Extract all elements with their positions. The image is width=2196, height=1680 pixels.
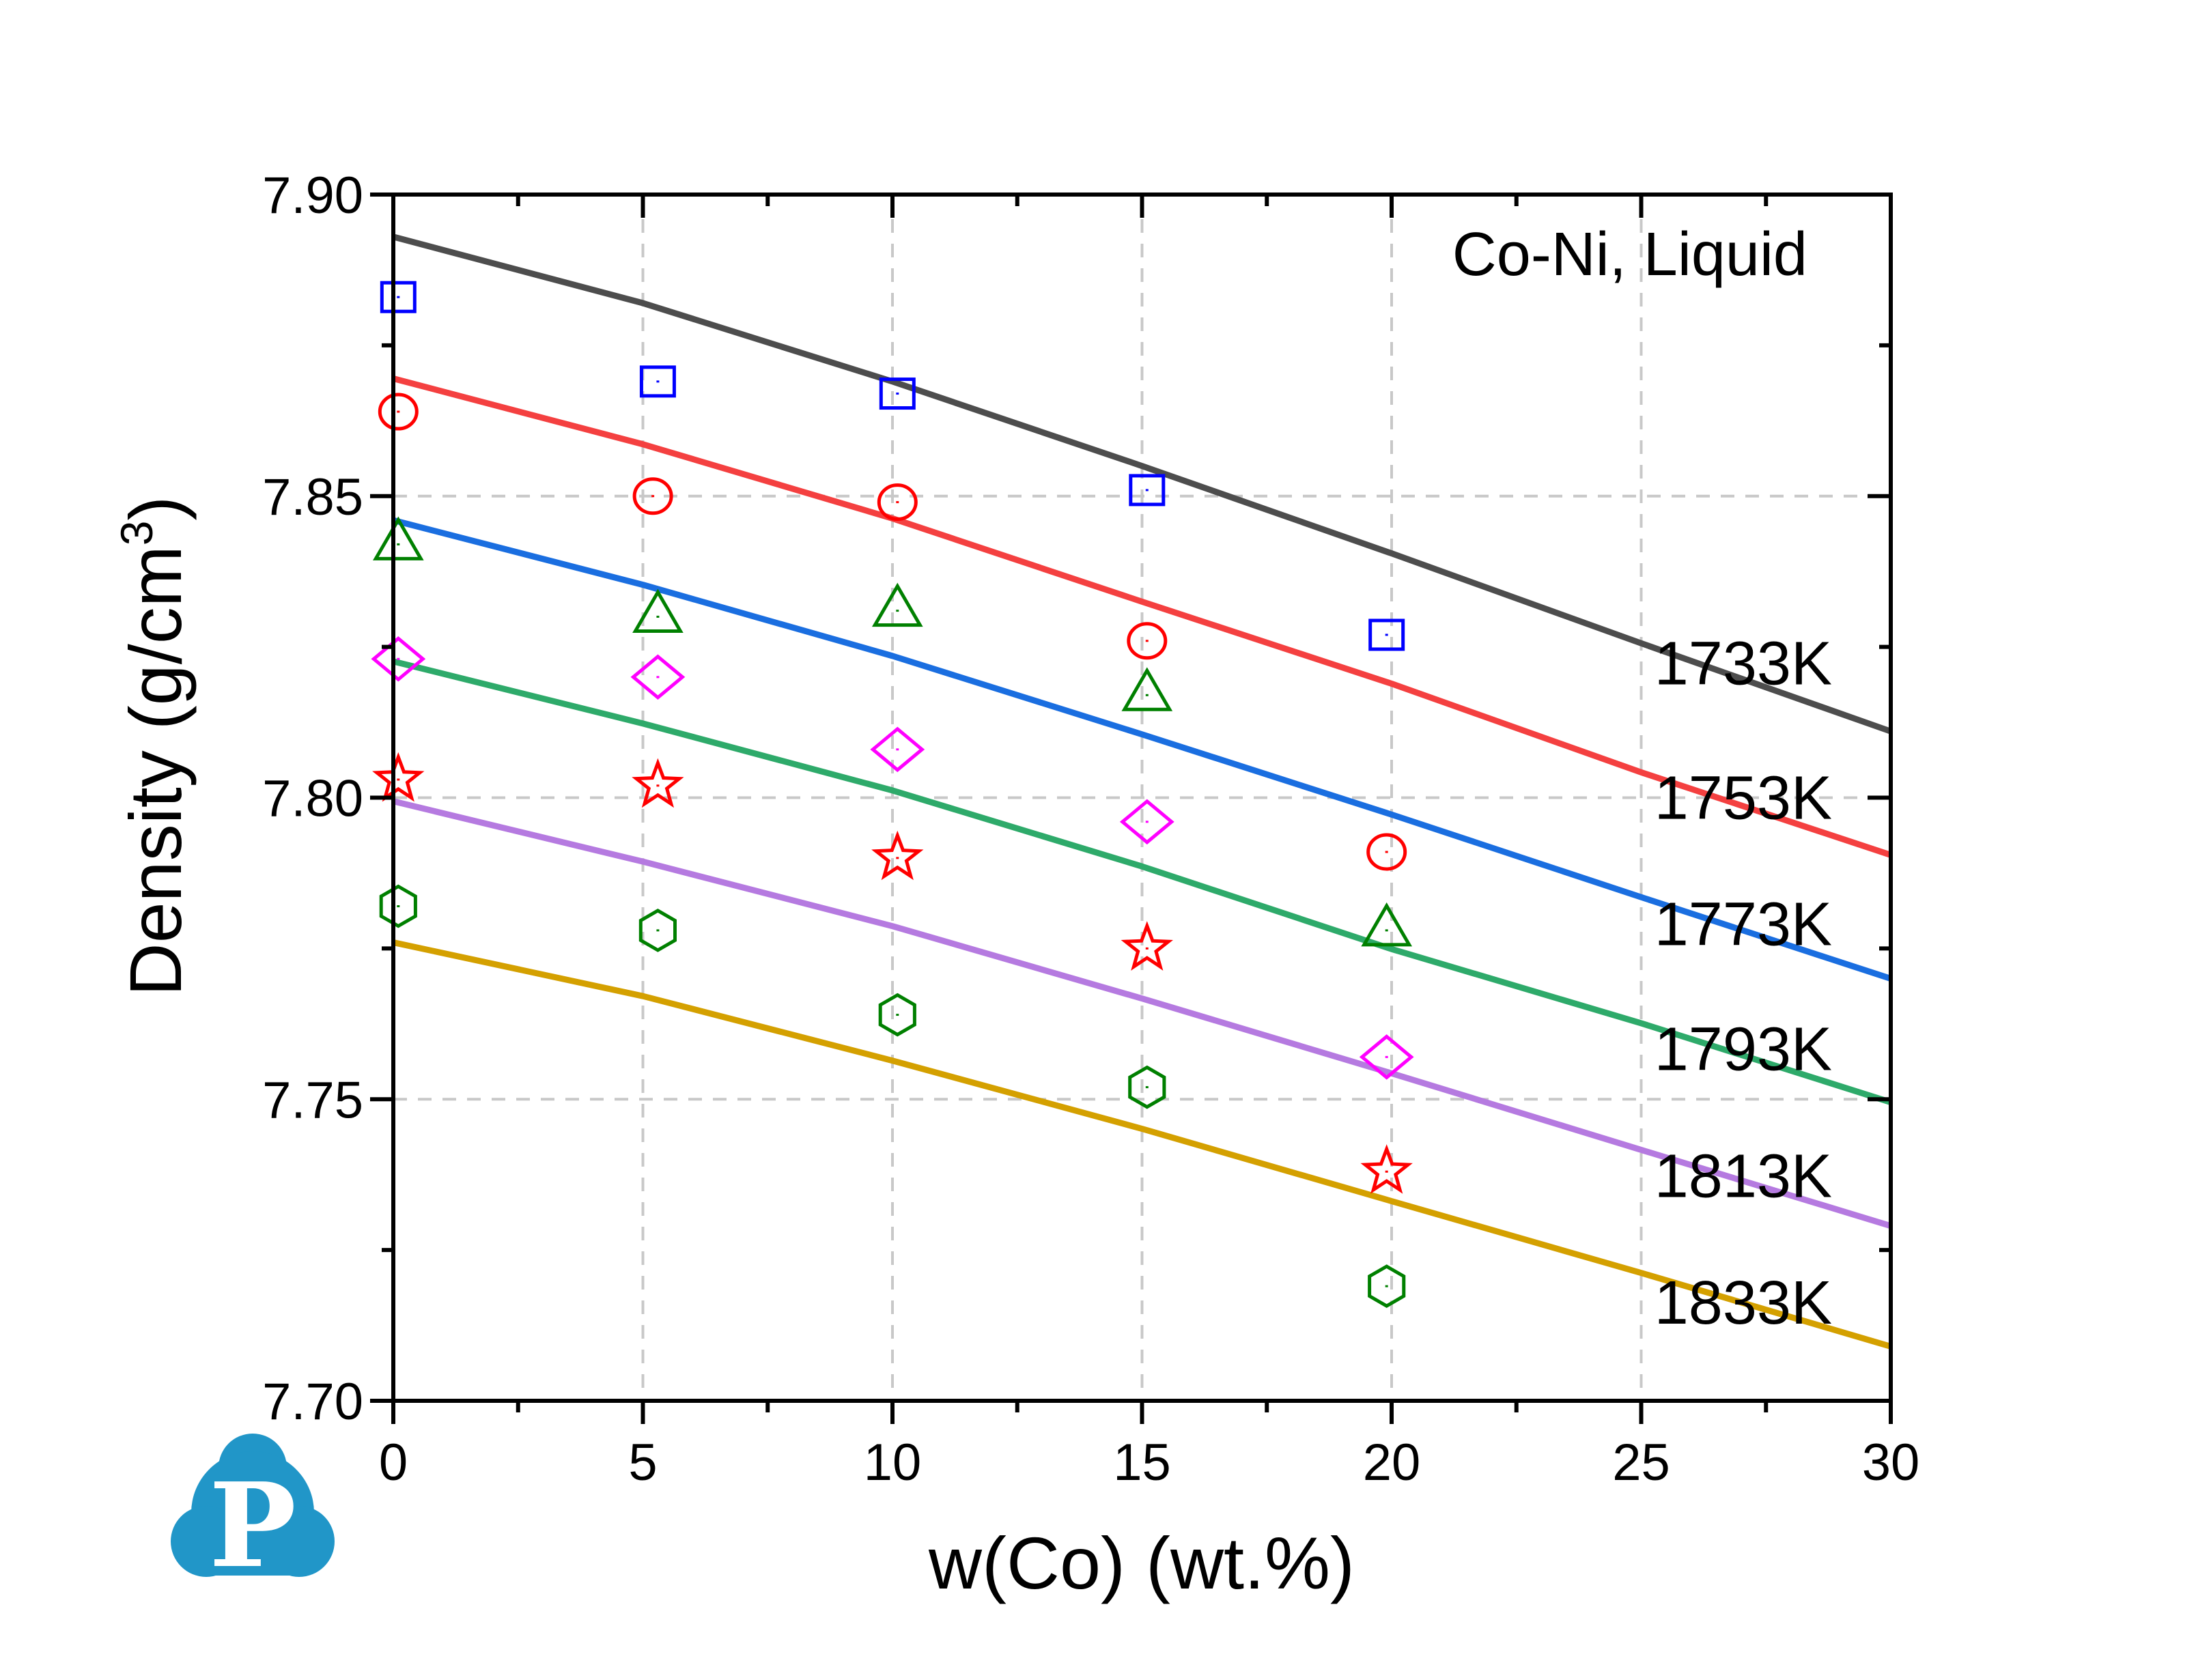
data-point-square: [1129, 474, 1166, 507]
data-point-center-dot: [1145, 821, 1149, 823]
data-point-center-dot: [1385, 1170, 1388, 1173]
data-point-center-dot: [656, 380, 660, 383]
data-point-center-dot: [397, 657, 400, 660]
data-point-star: [372, 752, 425, 802]
calc-line-1733K: [392, 233, 1892, 735]
data-point-center-dot: [1385, 1055, 1388, 1058]
series-label-1813K: 1813K: [1655, 1143, 1832, 1211]
y-tick-label: 7.80: [262, 770, 363, 828]
y-tick-label: 7.85: [262, 468, 363, 526]
data-point-diamond: [630, 654, 686, 700]
data-point-square: [879, 378, 916, 410]
data-point-circle: [1366, 833, 1407, 871]
data-point-diamond: [1119, 799, 1174, 845]
data-point-center-dot: [896, 1014, 899, 1016]
x-axis-title: w(Co) (wt.%): [928, 1522, 1355, 1604]
data-point-center-dot: [397, 905, 400, 908]
calc-line-1793K: [392, 658, 1892, 1105]
calc-line-1813K: [392, 798, 1892, 1229]
data-point-center-dot: [896, 501, 899, 504]
data-point-center-dot: [896, 857, 899, 859]
data-point-star: [871, 830, 924, 881]
y-tick-label: 7.70: [262, 1373, 363, 1431]
y-tick-label: 7.75: [262, 1071, 363, 1129]
data-point-triangle: [632, 588, 684, 633]
data-point-hexagon: [878, 993, 916, 1037]
x-tick-label: 25: [1612, 1434, 1670, 1492]
x-tick-label: 30: [1862, 1434, 1920, 1492]
data-point-center-dot: [1145, 694, 1149, 696]
calc-line-1753K: [392, 375, 1892, 858]
data-point-star: [1121, 921, 1173, 971]
data-point-center-dot: [896, 610, 899, 612]
data-point-center-dot: [397, 296, 400, 298]
data-point-center-dot: [656, 676, 660, 679]
series-label-1733K: 1733K: [1655, 630, 1832, 698]
data-point-center-dot: [656, 784, 660, 787]
x-tick-label: 20: [1363, 1434, 1421, 1492]
data-point-square: [639, 365, 676, 398]
data-point-circle: [378, 393, 419, 431]
data-point-triangle: [372, 516, 424, 560]
calculated-lines: [392, 233, 1892, 1350]
logo-letter: P: [209, 1457, 296, 1582]
data-point-star: [1360, 1144, 1413, 1194]
data-point-diamond: [1359, 1034, 1414, 1080]
data-point-center-dot: [397, 543, 400, 545]
experimental-markers: [371, 281, 1414, 1308]
data-point-center-dot: [1385, 1285, 1388, 1287]
data-point-center-dot: [896, 393, 899, 395]
series-label-1773K: 1773K: [1655, 890, 1832, 958]
series-label-1793K: 1793K: [1655, 1015, 1832, 1083]
data-point-hexagon: [1128, 1065, 1166, 1109]
brand-logo-icon: P: [171, 1434, 335, 1582]
x-tick-label: 0: [379, 1434, 408, 1492]
data-point-diamond: [870, 726, 925, 773]
series-label-1753K: 1753K: [1655, 765, 1832, 833]
data-point-center-dot: [1145, 947, 1149, 950]
y-axis-title: Density (g/cm3): [111, 496, 197, 997]
data-point-star: [632, 758, 684, 808]
y-tick-label: 7.90: [262, 167, 363, 225]
series-label-1833K: 1833K: [1655, 1269, 1832, 1337]
data-point-center-dot: [896, 748, 899, 751]
data-point-square: [1368, 618, 1405, 651]
y-axis-title-superscript: 3: [111, 521, 162, 546]
data-point-center-dot: [656, 929, 660, 932]
x-tick-label: 15: [1113, 1434, 1171, 1492]
data-point-hexagon: [1368, 1264, 1406, 1308]
data-point-center-dot: [1385, 929, 1388, 932]
data-point-center-dot: [656, 615, 660, 618]
logo-cloud-shape: [171, 1434, 335, 1577]
data-point-circle: [632, 477, 673, 515]
data-point-center-dot: [1385, 851, 1388, 853]
data-point-triangle: [1121, 667, 1173, 711]
data-point-center-dot: [651, 495, 655, 498]
data-point-hexagon: [638, 909, 677, 952]
data-point-hexagon: [379, 884, 417, 928]
chart-annotation: Co-Ni, Liquid: [1452, 220, 1807, 289]
data-point-center-dot: [397, 778, 400, 781]
grid-lines: [393, 195, 1891, 1401]
data-point-triangle: [871, 582, 923, 627]
data-point-circle: [877, 483, 918, 522]
data-point-diamond: [371, 636, 426, 682]
data-point-triangle: [1361, 902, 1413, 947]
y-axis-title-main: Density (g/cm: [114, 545, 197, 996]
data-point-square: [380, 281, 417, 313]
calc-line-1833K: [393, 939, 1892, 1350]
x-tick-label: 10: [864, 1434, 922, 1492]
x-tick-label: 5: [628, 1434, 657, 1492]
data-point-center-dot: [397, 410, 400, 413]
data-point-center-dot: [1385, 633, 1388, 636]
data-point-center-dot: [1145, 489, 1149, 492]
calc-line-1773K: [392, 517, 1892, 982]
data-point-center-dot: [1145, 640, 1149, 642]
axis-ticks: 0 5 10 15 20 25 30 7.70 7.75 7.80 7.85 7.90: [262, 167, 1919, 1492]
y-axis-title-close: ): [114, 496, 197, 521]
data-point-circle: [1127, 622, 1168, 660]
series-labels: 1733K 1753K 1773K 1793K 1813K 1833K: [1655, 630, 1832, 1338]
data-point-center-dot: [1145, 1086, 1149, 1089]
